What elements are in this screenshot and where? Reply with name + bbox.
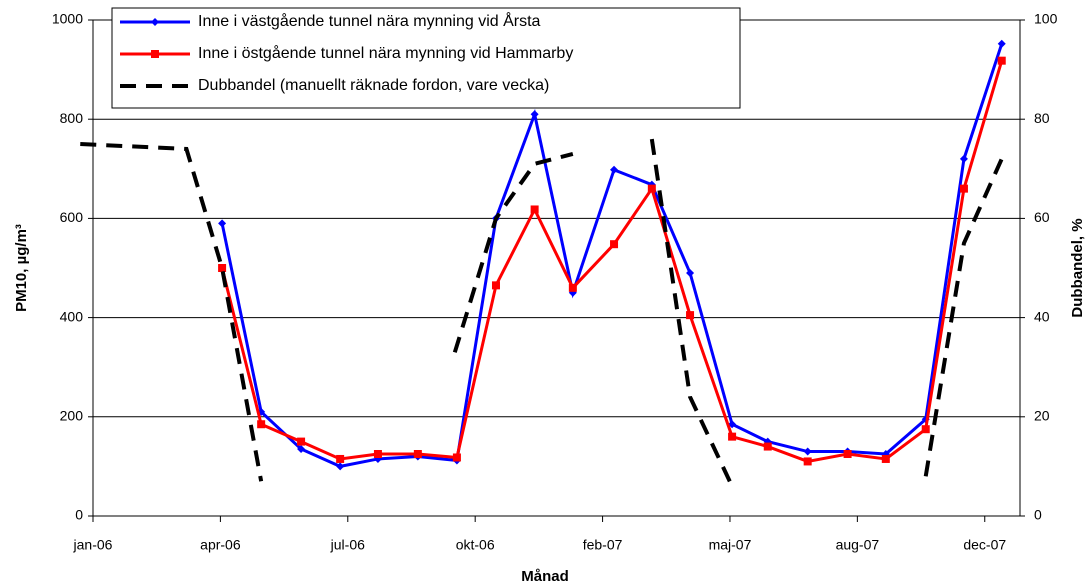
x-axis-label: Månad	[521, 568, 569, 585]
marker	[413, 450, 422, 458]
marker	[218, 219, 227, 228]
marker	[257, 420, 266, 429]
marker	[959, 184, 968, 193]
marker	[373, 450, 382, 458]
y2-tick-label: 80	[1034, 110, 1050, 126]
legend-label: Inne i västgående tunnel nära mynning vi…	[198, 11, 541, 30]
y2-tick-label: 20	[1034, 408, 1050, 424]
marker	[686, 268, 695, 277]
marker	[568, 283, 577, 292]
y-axis-label: PM10, µg/m³	[13, 224, 30, 312]
x-tick-label: okt-06	[456, 537, 495, 553]
legend-marker	[151, 50, 159, 58]
marker	[297, 445, 306, 454]
x-tick-label: maj-07	[709, 537, 752, 553]
y-tick-label: 400	[60, 308, 84, 324]
marker	[803, 447, 812, 456]
marker	[921, 425, 930, 434]
x-tick-label: dec-07	[963, 537, 1006, 553]
marker	[881, 454, 890, 463]
y2-tick-label: 100	[1034, 11, 1058, 27]
marker	[763, 442, 772, 451]
series-line	[80, 138, 1004, 488]
marker	[997, 39, 1006, 48]
x-tick-label: apr-06	[200, 537, 241, 553]
legend-label: Dubbandel (manuellt räknade fordon, vare…	[198, 77, 549, 94]
legend-label: Inne i östgående tunnel nära mynning vid…	[198, 44, 573, 62]
marker	[452, 453, 461, 462]
y-tick-label: 200	[60, 408, 84, 424]
marker	[610, 165, 619, 174]
marker	[647, 184, 656, 193]
marker	[530, 110, 539, 119]
marker	[686, 311, 695, 320]
y2-tick-label: 40	[1034, 308, 1050, 324]
y2-tick-label: 60	[1034, 209, 1050, 225]
y-tick-label: 600	[60, 209, 84, 225]
marker	[997, 56, 1006, 65]
marker	[491, 281, 500, 290]
marker	[336, 454, 345, 463]
marker	[610, 240, 619, 249]
x-tick-label: aug-07	[836, 537, 880, 553]
y2-axis-label: Dubbandel, %	[1069, 218, 1086, 317]
marker	[336, 462, 345, 471]
y-tick-label: 0	[75, 507, 83, 523]
y-tick-label: 800	[60, 110, 84, 126]
marker	[959, 154, 968, 163]
legend-box	[111, 7, 741, 109]
marker	[218, 264, 227, 272]
legend-marker	[151, 18, 159, 26]
y2-tick-label: 0	[1034, 507, 1042, 523]
x-tick-label: jul-06	[330, 537, 365, 553]
marker	[530, 205, 539, 214]
series-line	[220, 60, 1004, 463]
x-tick-label: jan-06	[73, 537, 113, 553]
x-tick-label: feb-07	[583, 537, 623, 553]
y-tick-label: 1000	[52, 11, 83, 27]
marker	[803, 457, 812, 466]
marker	[728, 420, 737, 429]
marker	[843, 450, 852, 458]
marker	[728, 432, 737, 441]
marker	[297, 437, 306, 446]
